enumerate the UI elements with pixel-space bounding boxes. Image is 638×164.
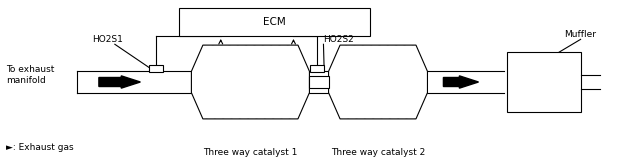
- Bar: [310, 65, 324, 72]
- Text: To exhaust
manifold: To exhaust manifold: [6, 65, 55, 85]
- Text: HO2S1: HO2S1: [93, 35, 123, 44]
- Bar: [179, 8, 370, 36]
- Polygon shape: [191, 45, 309, 119]
- Text: ECM: ECM: [263, 17, 286, 27]
- Text: ►: Exhaust gas: ►: Exhaust gas: [6, 143, 74, 152]
- Bar: [149, 65, 163, 72]
- FancyArrow shape: [99, 76, 140, 88]
- Text: Three way catalyst 1: Three way catalyst 1: [204, 148, 297, 157]
- Text: Muffler: Muffler: [565, 30, 597, 39]
- Bar: [309, 76, 329, 88]
- Bar: [507, 52, 581, 112]
- Text: Three way catalyst 2: Three way catalyst 2: [331, 148, 425, 157]
- Bar: [340, 45, 416, 119]
- Text: HO2S2: HO2S2: [323, 35, 354, 44]
- Polygon shape: [329, 45, 427, 119]
- FancyArrow shape: [443, 76, 478, 88]
- Bar: [203, 45, 298, 119]
